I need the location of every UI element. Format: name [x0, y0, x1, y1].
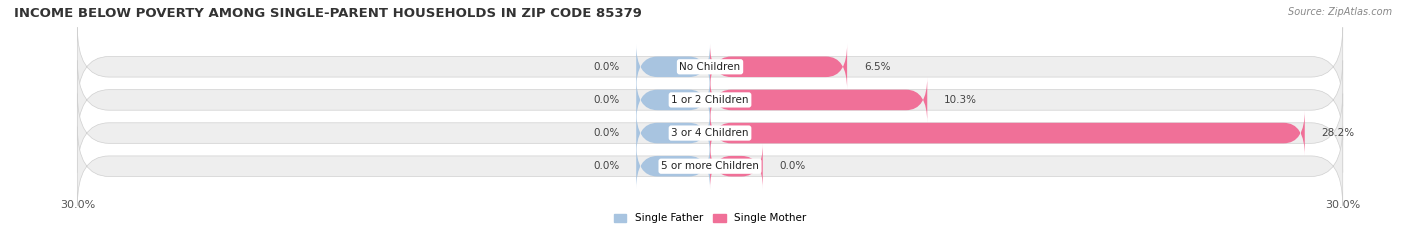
FancyBboxPatch shape — [710, 110, 1305, 156]
FancyBboxPatch shape — [710, 77, 928, 123]
FancyBboxPatch shape — [77, 127, 1343, 206]
Text: 5 or more Children: 5 or more Children — [661, 161, 759, 171]
Text: 0.0%: 0.0% — [593, 62, 619, 72]
Text: No Children: No Children — [679, 62, 741, 72]
Text: 10.3%: 10.3% — [945, 95, 977, 105]
Text: Source: ZipAtlas.com: Source: ZipAtlas.com — [1288, 7, 1392, 17]
Text: INCOME BELOW POVERTY AMONG SINGLE-PARENT HOUSEHOLDS IN ZIP CODE 85379: INCOME BELOW POVERTY AMONG SINGLE-PARENT… — [14, 7, 643, 20]
FancyBboxPatch shape — [636, 77, 710, 123]
Text: 0.0%: 0.0% — [779, 161, 806, 171]
FancyBboxPatch shape — [636, 110, 710, 156]
Text: 6.5%: 6.5% — [863, 62, 890, 72]
Text: 0.0%: 0.0% — [593, 161, 619, 171]
FancyBboxPatch shape — [77, 27, 1343, 106]
FancyBboxPatch shape — [710, 143, 762, 189]
FancyBboxPatch shape — [77, 61, 1343, 139]
Text: 3 or 4 Children: 3 or 4 Children — [671, 128, 749, 138]
Legend: Single Father, Single Mother: Single Father, Single Mother — [610, 209, 810, 228]
Text: 0.0%: 0.0% — [593, 95, 619, 105]
FancyBboxPatch shape — [636, 143, 710, 189]
FancyBboxPatch shape — [636, 44, 710, 90]
Text: 0.0%: 0.0% — [593, 128, 619, 138]
Text: 1 or 2 Children: 1 or 2 Children — [671, 95, 749, 105]
FancyBboxPatch shape — [77, 94, 1343, 172]
Text: 28.2%: 28.2% — [1322, 128, 1355, 138]
FancyBboxPatch shape — [710, 44, 846, 90]
